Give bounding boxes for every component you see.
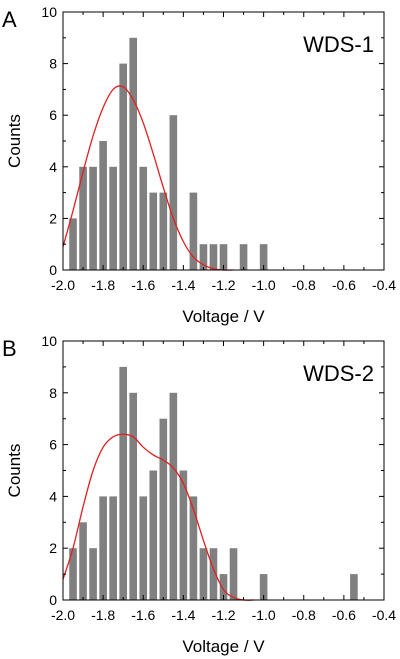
y-tick-label: 10	[41, 4, 57, 20]
histogram-bar	[139, 496, 148, 600]
histogram-bar	[219, 574, 228, 600]
chart-title: WDS-1	[303, 32, 374, 57]
y-tick-label: 6	[49, 437, 57, 453]
histogram-bar	[159, 418, 168, 600]
y-axis-label: Counts	[5, 114, 24, 168]
y-tick-label: 8	[49, 56, 57, 72]
panel-a: -2.0 -1.8 -1.6 -1.4 -1.2 -1.0 -0.8 -0.6 -0.4 0 2 4 6…	[2, 4, 396, 326]
histogram-bar	[139, 166, 148, 270]
y-axis-label: Counts	[5, 444, 24, 498]
histogram-bar	[179, 470, 188, 600]
histogram-bar	[229, 548, 238, 600]
histogram-bar	[169, 392, 178, 600]
x-tick-label: -1.2	[211, 277, 235, 293]
histogram-bar	[209, 548, 218, 600]
y-tick-label: 2	[49, 540, 57, 556]
histogram-bar	[259, 574, 268, 600]
x-tick-label: -1.0	[252, 607, 276, 623]
y-tick-label: 8	[49, 385, 57, 401]
histogram-bar	[149, 192, 158, 270]
x-tick-label: -1.4	[171, 277, 195, 293]
histogram-bar	[199, 548, 208, 600]
y-tick-label: 2	[49, 210, 57, 226]
x-tick-label: -1.2	[211, 607, 235, 623]
histogram-bar	[189, 192, 198, 270]
histogram-bar	[109, 496, 117, 600]
y-tick-label: 6	[49, 107, 57, 123]
histogram-bar	[99, 496, 107, 600]
histogram-bar	[209, 244, 218, 270]
histogram-bar	[129, 37, 138, 270]
x-tick-label: -0.6	[332, 277, 356, 293]
y-tick-label: 10	[41, 333, 57, 349]
x-tick-label: -2.0	[51, 277, 75, 293]
histogram-bar	[119, 366, 127, 600]
x-tick-label: -2.0	[51, 607, 75, 623]
chart-title: WDS-2	[303, 361, 374, 386]
x-axis-label: Voltage / V	[182, 637, 265, 656]
histogram-bar	[159, 192, 168, 270]
histogram-bar	[199, 244, 208, 270]
histogram-bar	[189, 496, 198, 600]
fit-curve	[62, 85, 234, 271]
histogram-bar	[109, 166, 117, 270]
histogram-bar	[149, 470, 158, 600]
panel-letter: B	[2, 336, 17, 361]
x-tick-label: -1.6	[131, 277, 155, 293]
x-tick-label: -0.8	[292, 607, 316, 623]
x-tick-label: -1.4	[171, 607, 195, 623]
x-tick-label: -1.0	[252, 277, 276, 293]
histogram-bar	[79, 522, 87, 600]
x-tick-label: -0.4	[372, 607, 396, 623]
x-tick-label: -1.8	[91, 607, 115, 623]
x-tick-label: -1.6	[131, 607, 155, 623]
x-tick-label: -0.8	[292, 277, 316, 293]
y-tick-label: 4	[49, 488, 57, 504]
histogram-bar	[129, 392, 138, 600]
fit-curve	[62, 433, 254, 601]
histogram-bar	[99, 141, 107, 270]
histogram-bar	[239, 244, 248, 270]
y-tick-label: 4	[49, 159, 57, 175]
histogram-bar	[219, 244, 228, 270]
histogram-bar	[79, 166, 87, 270]
histogram-bar	[350, 574, 358, 600]
histogram-bar	[259, 244, 268, 270]
x-axis-label: Voltage / V	[182, 307, 265, 326]
y-tick-label: 0	[49, 592, 57, 608]
histogram-bar	[119, 63, 127, 270]
x-tick-label: -0.4	[372, 277, 396, 293]
panel-b: -2.0 -1.8 -1.6 -1.4 -1.2 -1.0 -0.8 -0.6 -0.4 0 2 4 6…	[2, 333, 396, 656]
panel-letter: A	[2, 7, 17, 32]
histogram-bar	[89, 548, 97, 600]
histogram-bar	[89, 166, 97, 270]
y-tick-label: 0	[49, 262, 57, 278]
histogram-bar	[69, 548, 77, 600]
histogram-bar	[69, 218, 77, 270]
histogram-bar	[169, 115, 178, 270]
x-tick-label: -0.6	[332, 607, 356, 623]
x-tick-label: -1.8	[91, 277, 115, 293]
